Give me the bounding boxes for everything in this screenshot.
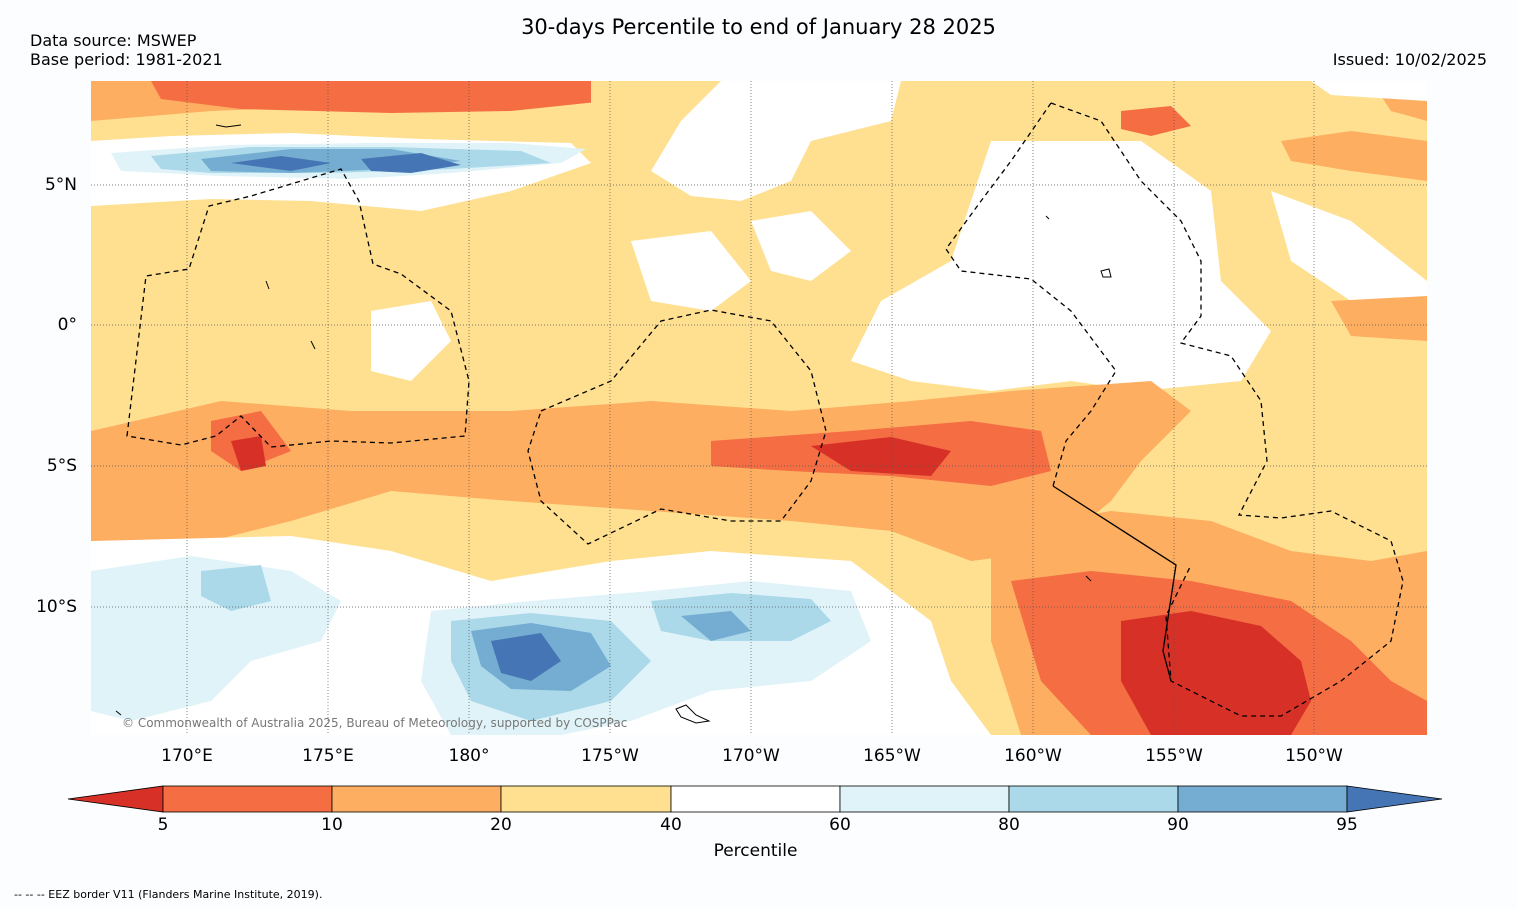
colorbar-tick-90: 90: [1167, 815, 1189, 835]
colorbar-segment-10-20: [331, 785, 502, 813]
colorbar-segment-80-90: [1008, 785, 1179, 813]
lon-label-165w: 165°W: [863, 746, 921, 766]
colorbar-segment-40-60: [670, 785, 841, 813]
lon-label-180: 180°: [448, 746, 490, 766]
colorbar-tick-95: 95: [1336, 815, 1358, 835]
copyright-text: © Commonwealth of Australia 2025, Bureau…: [122, 716, 628, 730]
colorbar-tick-20: 20: [490, 815, 512, 835]
lat-label-5s: 5°S: [46, 456, 77, 476]
lon-label-155w: 155°W: [1145, 746, 1203, 766]
eez-legend-note: -- -- -- EEZ border V11 (Flanders Marine…: [14, 888, 323, 901]
lon-label-170w: 170°W: [722, 746, 780, 766]
data-source-text: Data source: MSWEP: [30, 31, 197, 50]
lat-label-equator: 0°: [57, 315, 77, 335]
base-period-text: Base period: 1981-2021: [30, 50, 223, 69]
map-title: 30-days Percentile to end of January 28 …: [521, 15, 996, 39]
colorbar-tick-60: 60: [829, 815, 851, 835]
lon-label-175e: 175°E: [302, 746, 354, 766]
percentile-map: [91, 81, 1427, 735]
lon-label-160w: 160°W: [1004, 746, 1062, 766]
colorbar-tick-5: 5: [157, 815, 169, 835]
lon-label-175w: 175°W: [581, 746, 639, 766]
colorbar-tick-10: 10: [321, 815, 343, 835]
lat-label-10s: 10°S: [36, 597, 77, 617]
colorbar-segment-60-80: [839, 785, 1010, 813]
colorbar-label: Percentile: [713, 841, 798, 861]
colorbar-tick-40: 40: [660, 815, 682, 835]
colorbar-segment-90-95: [1177, 785, 1348, 813]
colorbar-segment-above-95: [1346, 785, 1443, 813]
lon-label-150w: 150°W: [1285, 746, 1343, 766]
colorbar-tick-80: 80: [998, 815, 1020, 835]
colorbar-segment-20-40: [500, 785, 672, 813]
lon-label-170e: 170°E: [161, 746, 213, 766]
colorbar-segment-below-5: [67, 785, 164, 813]
lat-label-5n: 5°N: [44, 175, 77, 195]
issued-date-text: Issued: 10/02/2025: [1332, 50, 1487, 69]
colorbar-segment-5-10: [162, 785, 333, 813]
